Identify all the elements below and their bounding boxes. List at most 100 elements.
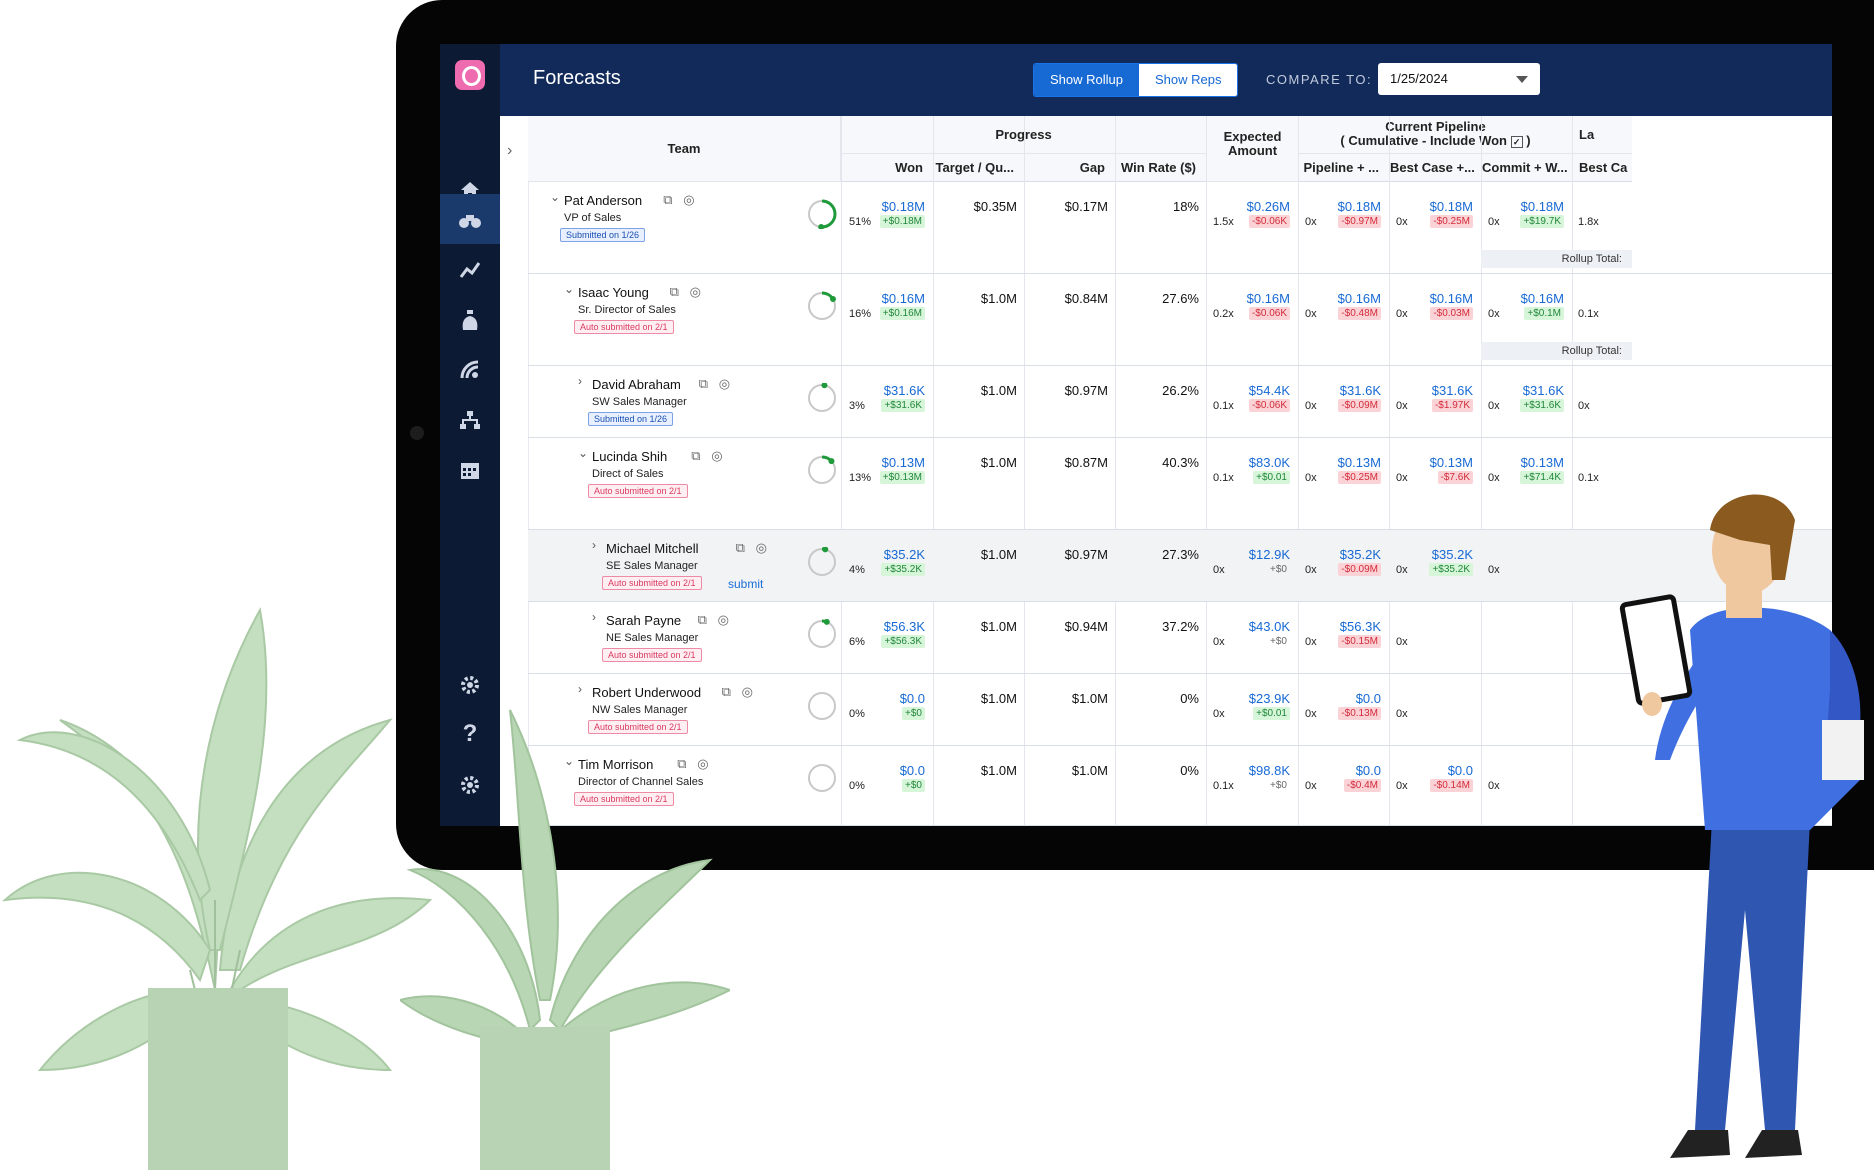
won-value[interactable]: $35.2K (883, 547, 925, 562)
table-row[interactable]: ⌄ Tim Morrison ⧉ ◎ Director of Channel Sales… (528, 746, 1832, 826)
settings-icon[interactable] (440, 659, 500, 709)
globe-icon[interactable]: ◎ (718, 376, 731, 391)
signal-icon[interactable] (440, 344, 500, 394)
table-row[interactable]: › Sarah Payne ⧉ ◎ NE Sales Manager Auto submi… (528, 602, 1832, 674)
commit-value[interactable]: $0.16M (1520, 291, 1564, 306)
best-case-value[interactable]: $0.0 (1447, 763, 1473, 778)
expand-chevron-icon[interactable]: ⌄ (564, 754, 575, 768)
globe-icon[interactable]: ◎ (717, 612, 729, 627)
calendar-icon[interactable] (440, 444, 500, 494)
globe-icon[interactable]: ◎ (689, 284, 701, 299)
chevron-right-icon[interactable]: › (507, 142, 513, 159)
rep-name[interactable]: Tim Morrison (578, 757, 654, 772)
table-row[interactable]: ⌄ Isaac Young ⧉ ◎ Sr. Director of Sales Auto … (528, 274, 1832, 366)
settings-icon[interactable] (440, 759, 500, 809)
table-row[interactable]: ⌄ Pat Anderson ⧉ ◎ VP of Sales Submitted on 1… (528, 182, 1832, 274)
binoculars-icon[interactable] (440, 194, 500, 244)
expected-value[interactable]: $0.26M (1246, 199, 1290, 214)
expected-value[interactable]: $43.0K (1248, 619, 1290, 634)
rep-name[interactable]: Lucinda Shih (592, 449, 668, 464)
globe-icon[interactable]: ◎ (697, 756, 709, 771)
won-value[interactable]: $31.6K (883, 383, 925, 398)
table-row[interactable]: ⌄ Lucinda Shih ⧉ ◎ Direct of Sales Auto submi… (528, 438, 1832, 530)
pipeline-value[interactable]: $35.2K (1339, 547, 1381, 562)
col-best-case-last[interactable]: Best Ca (1572, 154, 1632, 182)
best-case-value[interactable]: $35.2K (1431, 547, 1473, 562)
col-pipeline[interactable]: Pipeline + ... (1298, 154, 1389, 182)
rep-name[interactable]: Sarah Payne (606, 613, 682, 628)
pipeline-value[interactable]: $0.0 (1355, 691, 1381, 706)
include-won-checkbox[interactable]: ✓ (1510, 135, 1523, 148)
won-value[interactable]: $0.16M (881, 291, 925, 306)
expand-chevron-icon[interactable]: ⌄ (564, 282, 575, 296)
best-case-value[interactable]: $0.13M (1429, 455, 1473, 470)
col-best-case[interactable]: Best Case +... (1389, 154, 1481, 182)
expected-value[interactable]: $23.9K (1248, 691, 1290, 706)
pipeline-value[interactable]: $0.0 (1355, 763, 1381, 778)
external-link-icon[interactable]: ⧉ (677, 756, 687, 771)
rep-name[interactable]: Robert Underwood (592, 685, 702, 700)
col-commit[interactable]: Commit + W... (1481, 154, 1572, 182)
external-link-icon[interactable]: ⧉ (669, 284, 679, 299)
submit-link[interactable]: submit (728, 577, 764, 591)
col-target[interactable]: Target / Qu... (933, 154, 1024, 182)
table-row[interactable]: › Michael Mitchell ⧉ ◎ SE Sales Manager Auto … (528, 530, 1832, 602)
help-icon[interactable]: ? (462, 720, 478, 747)
team-header[interactable]: Team (528, 116, 841, 182)
money-bag-icon[interactable] (440, 294, 500, 344)
external-link-icon[interactable]: ⧉ (697, 612, 707, 627)
show-rollup-button[interactable]: Show Rollup (1034, 64, 1139, 96)
expand-chevron-icon[interactable]: › (578, 374, 582, 388)
expand-chevron-icon[interactable]: › (592, 538, 596, 552)
compare-date-select[interactable]: 1/25/2024 (1378, 63, 1540, 95)
pipeline-value[interactable]: $0.16M (1337, 291, 1381, 306)
expand-chevron-icon[interactable]: › (578, 682, 582, 696)
rep-name[interactable]: David Abraham (592, 377, 681, 392)
col-win-rate[interactable]: Win Rate ($) (1115, 154, 1206, 182)
external-link-icon[interactable]: ⧉ (721, 684, 731, 699)
expand-chevron-icon[interactable]: ⌄ (550, 190, 561, 204)
commit-value[interactable]: $31.6K (1522, 383, 1564, 398)
col-gap[interactable]: Gap (1024, 154, 1115, 182)
expected-value[interactable]: $54.4K (1248, 383, 1290, 398)
expected-value[interactable]: $0.16M (1246, 291, 1290, 306)
external-link-icon[interactable]: ⧉ (663, 192, 673, 207)
rep-name[interactable]: Pat Anderson (564, 193, 643, 208)
best-case-value[interactable]: $0.16M (1429, 291, 1473, 306)
rep-name[interactable]: Michael Mitchell (606, 541, 699, 556)
globe-icon[interactable]: ◎ (711, 448, 723, 463)
pipeline-value[interactable]: $56.3K (1339, 619, 1381, 634)
rep-name[interactable]: Isaac Young (578, 285, 649, 300)
best-case-value[interactable]: $31.6K (1431, 383, 1473, 398)
expand-chevron-icon[interactable]: ⌄ (578, 446, 589, 460)
expected-header[interactable]: Expected Amount (1206, 116, 1298, 182)
external-link-icon[interactable]: ⧉ (691, 448, 701, 463)
external-link-icon[interactable]: ⧉ (735, 540, 745, 555)
won-value[interactable]: $56.3K (883, 619, 925, 634)
expand-chevron-icon[interactable]: › (592, 610, 596, 624)
col-won[interactable]: Won (841, 154, 933, 182)
collapse-panel[interactable]: › (500, 116, 529, 826)
org-chart-icon[interactable] (440, 394, 500, 444)
won-value[interactable]: $0.18M (881, 199, 925, 214)
pipeline-value[interactable]: $0.13M (1337, 455, 1381, 470)
won-value[interactable]: $0.13M (881, 455, 925, 470)
globe-icon[interactable]: ◎ (741, 684, 753, 699)
commit-value[interactable]: $0.18M (1520, 199, 1564, 214)
won-value[interactable]: $0.0 (899, 763, 925, 778)
table-row[interactable]: › David Abraham ⧉ ◎ SW Sales Manager Submitte… (528, 366, 1832, 438)
app-logo[interactable] (455, 60, 485, 90)
table-row[interactable]: › Robert Underwood ⧉ ◎ NW Sales Manager Auto … (528, 674, 1832, 746)
expected-value[interactable]: $98.8K (1248, 763, 1290, 778)
pipeline-value[interactable]: $31.6K (1339, 383, 1381, 398)
pipeline-value[interactable]: $0.18M (1337, 199, 1381, 214)
best-case-value[interactable]: $0.18M (1429, 199, 1473, 214)
won-value[interactable]: $0.0 (899, 691, 925, 706)
expected-value[interactable]: $12.9K (1248, 547, 1290, 562)
commit-value[interactable]: $0.13M (1520, 455, 1564, 470)
show-reps-button[interactable]: Show Reps (1139, 64, 1238, 96)
trend-icon[interactable] (440, 244, 500, 294)
expected-value[interactable]: $83.0K (1248, 455, 1290, 470)
globe-icon[interactable]: ◎ (755, 540, 767, 555)
external-link-icon[interactable]: ⧉ (698, 376, 709, 391)
